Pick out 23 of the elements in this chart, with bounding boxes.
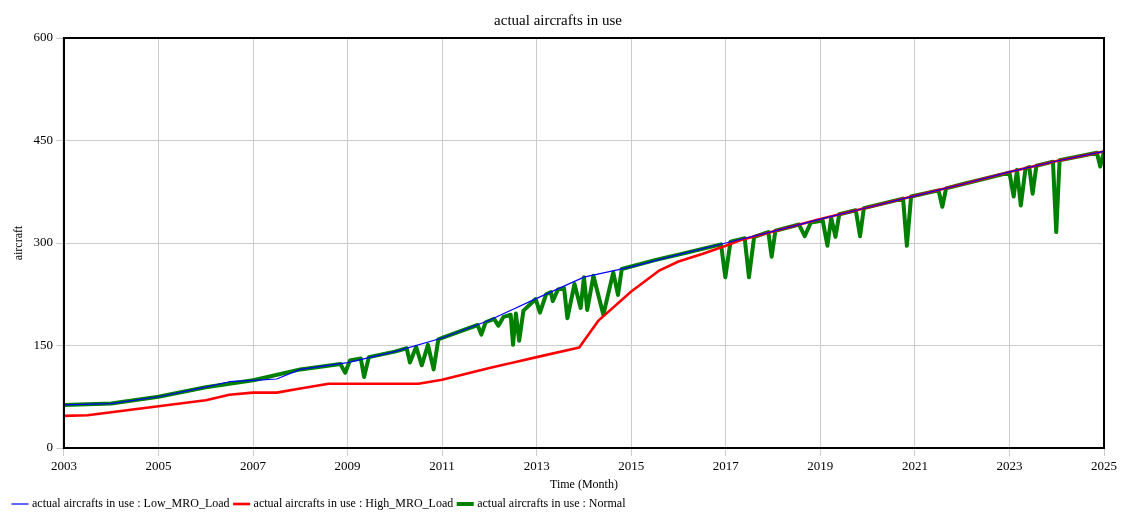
y-tick-label: 0 bbox=[46, 439, 53, 455]
x-tick-label: 2005 bbox=[145, 458, 172, 474]
legend-label: actual aircrafts in use : Low_MRO_Load bbox=[32, 496, 230, 511]
y-tick-label: 600 bbox=[33, 29, 53, 45]
x-tick-label: 2009 bbox=[334, 458, 361, 474]
legend-label: actual aircrafts in use : Normal bbox=[477, 496, 627, 511]
x-tick-label: 2007 bbox=[240, 458, 267, 474]
x-tick-label: 2019 bbox=[807, 458, 834, 474]
x-axis-title: Time (Month) bbox=[550, 476, 618, 491]
legend-label: actual aircrafts in use : High_MRO_Load bbox=[253, 496, 454, 511]
x-tick-label: 2003 bbox=[50, 458, 77, 474]
y-axis-title: aircraft bbox=[11, 225, 26, 261]
x-tick-label: 2023 bbox=[996, 458, 1023, 474]
y-tick-label: 450 bbox=[33, 131, 53, 147]
x-tick-label: 2017 bbox=[712, 458, 740, 474]
x-tick-label: 2011 bbox=[429, 458, 455, 474]
y-tick-label: 300 bbox=[33, 234, 53, 250]
x-tick-label: 2021 bbox=[901, 458, 928, 474]
x-tick-label: 2015 bbox=[618, 458, 645, 474]
x-tick-label: 2025 bbox=[1091, 458, 1117, 474]
y-tick-label: 150 bbox=[33, 336, 53, 352]
x-tick-label: 2013 bbox=[523, 458, 550, 474]
chart-title: actual aircrafts in use bbox=[494, 11, 623, 28]
